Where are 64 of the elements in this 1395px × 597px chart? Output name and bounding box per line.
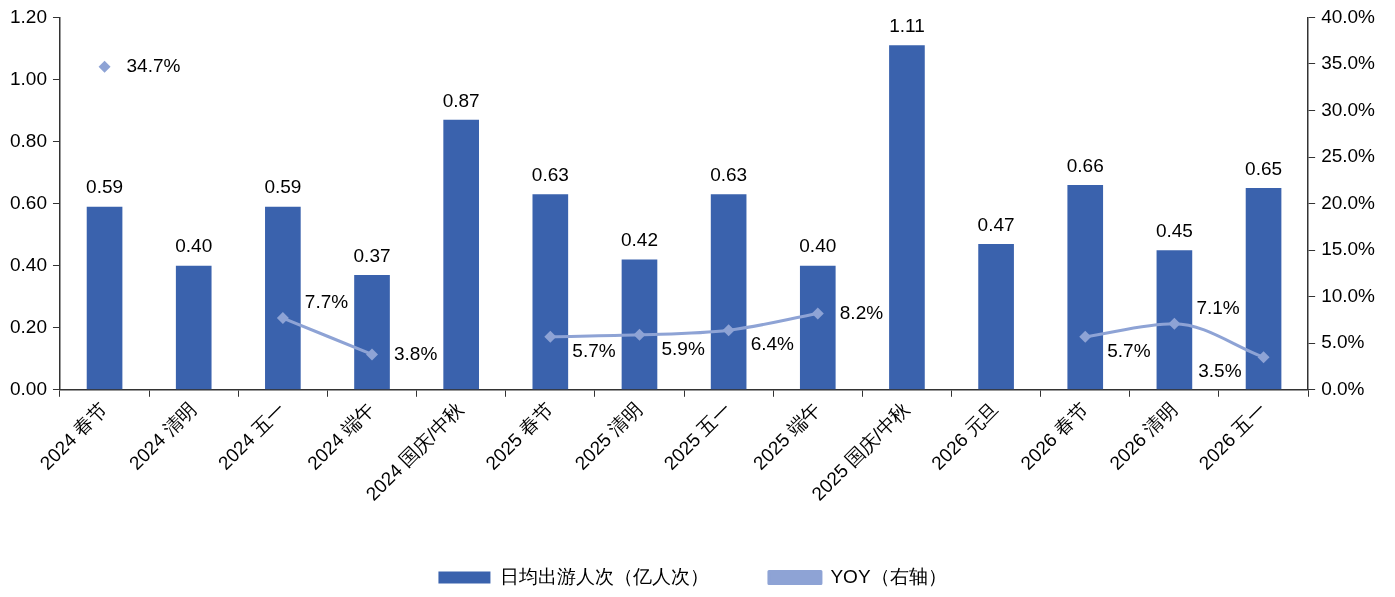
point <box>1257 351 1270 364</box>
bar <box>1156 250 1193 390</box>
data-label: 3.5% <box>1198 360 1242 382</box>
y2-tick-label: 30.0% <box>1321 98 1376 120</box>
data-label: 0.63 <box>531 164 569 186</box>
data-label: 1.11 <box>889 15 925 37</box>
data-label: 0.87 <box>442 89 480 111</box>
point <box>1079 330 1092 343</box>
y2-tick-label: 15.0% <box>1321 238 1376 260</box>
data-label: 5.7% <box>1107 339 1151 361</box>
data-label: 0.63 <box>710 164 748 186</box>
data-label: 0.40 <box>799 235 837 257</box>
bar <box>799 265 836 390</box>
data-label: 0.37 <box>353 244 391 266</box>
y-tick-label: 1.20 <box>10 5 47 27</box>
bar <box>1067 184 1104 390</box>
bar <box>265 206 301 390</box>
bar <box>354 274 390 390</box>
data-label: 5.9% <box>661 338 705 360</box>
y-tick-label: 1.00 <box>10 67 47 89</box>
data-label: 3.8% <box>394 342 438 364</box>
bar <box>86 206 123 390</box>
data-label: 0.47 <box>977 213 1015 235</box>
y2-tick-label: 40.0% <box>1321 5 1376 27</box>
point <box>811 307 824 320</box>
bar <box>532 194 569 390</box>
y2-tick-label: 20.0% <box>1321 191 1376 213</box>
point <box>366 348 379 361</box>
data-label: 0.59 <box>264 176 302 198</box>
data-label: 8.2% <box>839 301 884 323</box>
data-label: 0.59 <box>86 176 124 198</box>
bar <box>978 243 1014 390</box>
data-label: 7.7% <box>304 291 349 313</box>
bar <box>621 259 658 390</box>
data-label: 0.40 <box>175 235 213 257</box>
y-tick-label: 0.40 <box>10 253 47 275</box>
data-label: 0.65 <box>1245 157 1283 179</box>
legend-label: YOY（右轴） <box>830 565 947 587</box>
bar <box>1245 188 1282 390</box>
bar <box>175 265 212 390</box>
y2-tick-label: 0.0% <box>1321 378 1365 400</box>
point <box>276 312 289 325</box>
data-label: 7.1% <box>1196 296 1240 318</box>
y-tick-label: 0.80 <box>10 129 47 151</box>
data-label: 0.66 <box>1066 154 1104 176</box>
legend-label: 日均出游人次（亿人次） <box>499 565 709 587</box>
y-tick-label: 0.60 <box>10 191 47 213</box>
data-label: 5.7% <box>572 339 616 361</box>
data-label: 0.42 <box>620 229 658 251</box>
data-label: 34.7% <box>126 54 181 76</box>
y-tick-label: 0.20 <box>10 315 47 337</box>
bar <box>889 45 925 390</box>
point <box>98 60 111 73</box>
y-tick-label: 0.00 <box>10 378 47 400</box>
data-label: 0.45 <box>1155 219 1193 241</box>
data-label: 6.4% <box>750 333 795 355</box>
y2-tick-label: 5.0% <box>1321 331 1365 353</box>
bar <box>443 119 479 390</box>
y2-tick-label: 10.0% <box>1321 284 1376 306</box>
point <box>722 324 735 337</box>
point <box>1168 317 1181 330</box>
y2-tick-label: 25.0% <box>1321 145 1376 167</box>
bar <box>710 194 747 390</box>
y2-tick-label: 35.0% <box>1321 52 1376 74</box>
